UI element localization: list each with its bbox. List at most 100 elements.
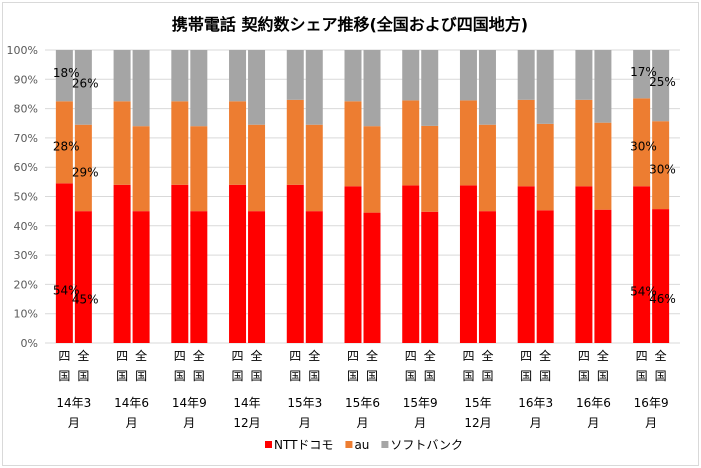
bar-segment-shikoku (171, 50, 189, 102)
bar-segment-shikoku (55, 183, 73, 343)
region-label: 全 (251, 348, 263, 363)
region-label: 国 (636, 369, 648, 383)
bar-segment-shikoku (344, 186, 362, 343)
region-label: 国 (174, 369, 186, 383)
bar-segment-zenkoku (478, 124, 496, 212)
bar-segment-shikoku (171, 184, 189, 343)
data-label-NTTドコモ: 54% (53, 283, 80, 297)
region-label: 国 (405, 369, 417, 383)
period-label: 月 (183, 416, 195, 430)
period-label: 12月 (233, 416, 260, 430)
y-tick-label: 10% (14, 308, 38, 321)
bar-segment-shikoku (344, 101, 362, 187)
region-label: 国 (116, 369, 128, 383)
bar-segment-shikoku (286, 184, 304, 343)
period-label: 14年6 (114, 396, 149, 410)
x-axis: 四国全国14年3月四国全国14年6月四国全国14年9月四国全国14年12月四国全… (56, 348, 668, 430)
period-label: 16年6 (576, 396, 611, 410)
bar-segment-zenkoku (132, 126, 150, 212)
bar-segment-shikoku (517, 186, 535, 343)
region-label: 国 (424, 369, 436, 383)
bar-segment-zenkoku (421, 211, 439, 343)
period-label: 月 (530, 416, 542, 430)
y-tick-label: 80% (14, 103, 38, 116)
region-label: 全 (481, 348, 493, 363)
region-label: 国 (462, 369, 474, 383)
bar-segment-zenkoku (652, 121, 670, 210)
bar-segment-zenkoku (190, 211, 208, 343)
bar-segment-zenkoku (421, 125, 439, 212)
gridlines (45, 49, 680, 344)
data-label-ソフトバンク: 17% (630, 65, 657, 79)
data-labels: 54% 28% 18% 45% 29% 26% 54% 30% 17% 46% 30% 25% (53, 65, 676, 307)
region-label: 国 (347, 369, 359, 383)
region-label: 四 (636, 349, 648, 363)
y-tick-label: 30% (14, 249, 38, 262)
period-label: 月 (356, 416, 368, 430)
bar-segment-zenkoku (74, 50, 92, 125)
region-label: 国 (539, 369, 551, 383)
bar-segment-zenkoku (363, 212, 381, 343)
period-label: 月 (414, 416, 426, 430)
y-tick-label: 60% (14, 161, 38, 174)
region-label: 四 (289, 349, 301, 363)
legend-swatch (345, 441, 353, 448)
bar-segment-shikoku (459, 185, 477, 343)
region-label: 全 (597, 348, 609, 363)
y-tick-label: 70% (14, 132, 38, 145)
bar-segment-zenkoku (594, 209, 612, 343)
data-label-ソフトバンク: 25% (649, 75, 676, 89)
bar-segment-zenkoku (248, 211, 266, 343)
region-label: 全 (135, 348, 147, 363)
y-tick-label: 0% (21, 337, 38, 350)
region-label: 国 (251, 369, 263, 383)
period-label: 15年 (464, 396, 491, 410)
data-label-NTTドコモ: 54% (630, 284, 657, 298)
period-label: 14年 (233, 396, 260, 410)
data-label-au: 29% (72, 165, 99, 179)
region-label: 全 (193, 348, 205, 363)
period-label: 15年3 (287, 396, 322, 410)
bar-segment-zenkoku (305, 211, 323, 343)
bar-segment-shikoku (113, 184, 131, 343)
region-label: 四 (405, 349, 417, 363)
data-label-au: 30% (630, 140, 657, 154)
bar-segment-zenkoku (652, 209, 670, 343)
region-label: 国 (289, 369, 301, 383)
region-label: 国 (232, 369, 244, 383)
bar-segment-zenkoku (594, 122, 612, 210)
bar-segment-zenkoku (652, 50, 670, 122)
data-label-au: 30% (649, 163, 676, 177)
region-label: 全 (308, 348, 320, 363)
bar-segment-zenkoku (536, 50, 554, 124)
period-label: 16年9 (634, 396, 669, 410)
region-label: 全 (366, 348, 378, 363)
region-label: 全 (655, 348, 667, 363)
period-label: 12月 (464, 416, 491, 430)
bar-segment-shikoku (344, 50, 362, 102)
region-label: 四 (520, 349, 532, 363)
bar-segment-zenkoku (363, 50, 381, 127)
bar-segment-shikoku (55, 101, 73, 184)
bar-segment-shikoku (113, 101, 131, 185)
bar-segment-zenkoku (305, 50, 323, 125)
region-label: 四 (174, 349, 186, 363)
bar-segment-shikoku (286, 50, 304, 100)
bar-segment-shikoku (402, 100, 420, 186)
data-label-NTTドコモ: 46% (649, 292, 676, 306)
bar-segment-zenkoku (190, 50, 208, 127)
legend-label: ソフトバンク (390, 438, 463, 452)
period-label: 16年3 (518, 396, 553, 410)
bar-segment-shikoku (229, 50, 247, 102)
bar-segment-zenkoku (305, 124, 323, 212)
bar-segment-zenkoku (421, 50, 439, 126)
legend-swatch (265, 441, 272, 448)
period-label: 14年9 (172, 396, 207, 410)
bar-segment-zenkoku (363, 126, 381, 213)
y-tick-label: 90% (14, 73, 38, 86)
data-label-NTTドコモ: 45% (72, 292, 99, 306)
bar-segment-zenkoku (74, 211, 92, 343)
bar-segment-shikoku (286, 99, 304, 185)
region-label: 四 (462, 349, 474, 363)
